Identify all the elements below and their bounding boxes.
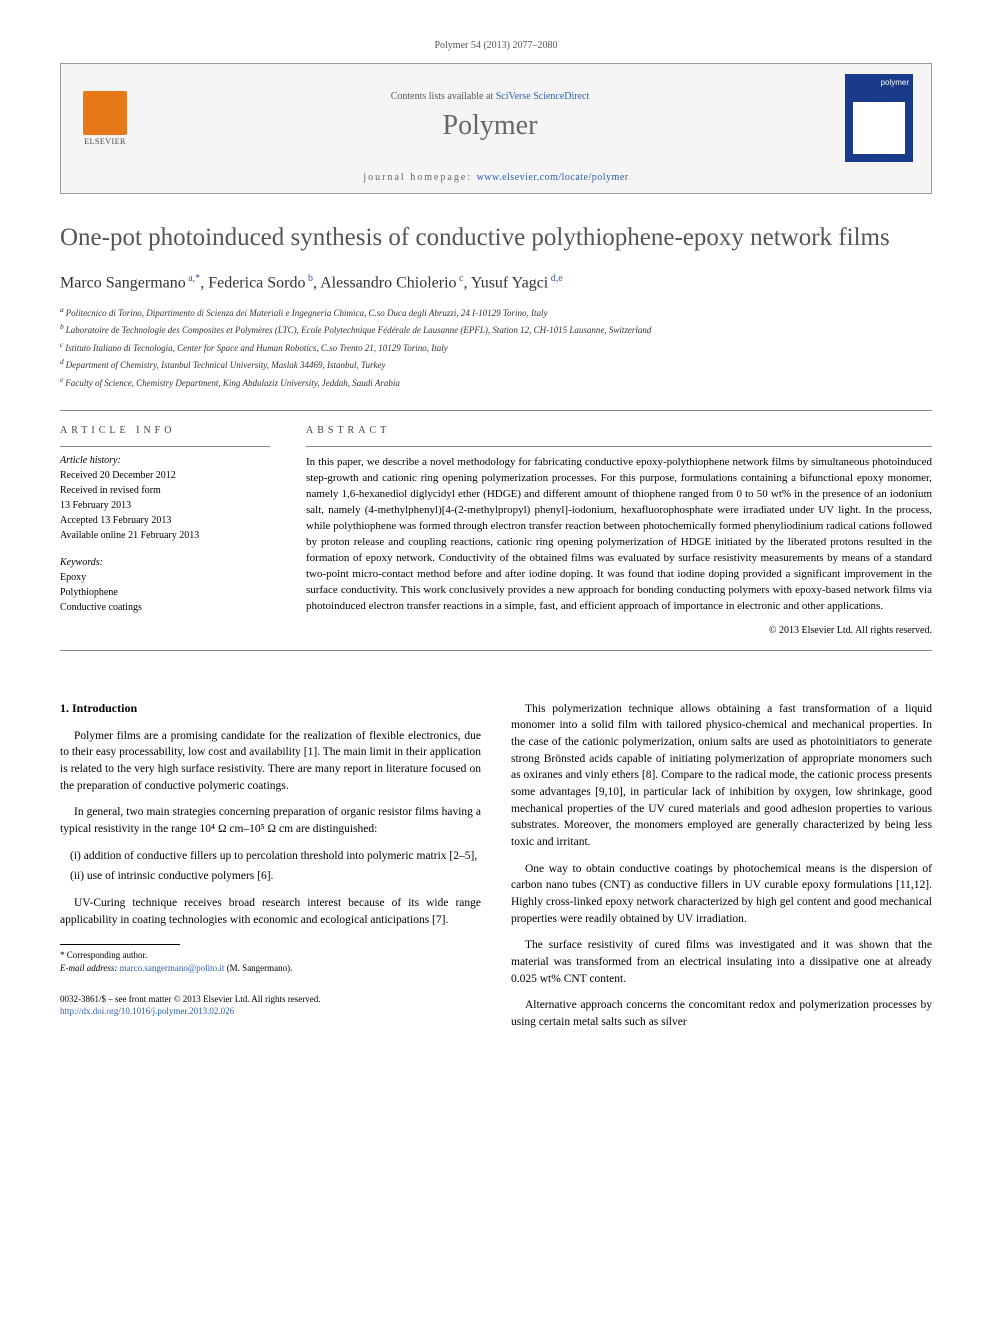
- contents-prefix: Contents lists available at: [391, 91, 496, 102]
- affiliation-line: d Department of Chemistry, Istanbul Tech…: [60, 356, 932, 373]
- author-affil-sup: d,e: [548, 273, 562, 284]
- journal-homepage-link[interactable]: www.elsevier.com/locate/polymer: [477, 172, 629, 183]
- divider: [60, 650, 932, 651]
- author-affil-sup: a,*: [186, 273, 200, 284]
- journal-reference: Polymer 54 (2013) 2077–2080: [60, 40, 932, 51]
- intro-para-1: Polymer films are a promising candidate …: [60, 728, 481, 795]
- left-column: 1. Introduction Polymer films are a prom…: [60, 701, 481, 1041]
- email-suffix: (M. Sangermano).: [224, 963, 292, 973]
- email-label: E-mail address:: [60, 963, 120, 973]
- corresponding-label: * Corresponding author.: [60, 949, 481, 962]
- col2-para-1: This polymerization technique allows obt…: [511, 701, 932, 851]
- history-item: Received 20 December 2012: [60, 468, 270, 483]
- history-item: 13 February 2013: [60, 498, 270, 513]
- history-item: Accepted 13 February 2013: [60, 513, 270, 528]
- col2-para-3: The surface resistivity of cured films w…: [511, 937, 932, 987]
- affiliation-line: c Istituto Italiano di Tecnologia, Cente…: [60, 339, 932, 356]
- page-footer: 0032-3861/$ – see front matter © 2013 El…: [60, 993, 481, 1018]
- abstract-copyright: © 2013 Elsevier Ltd. All rights reserved…: [306, 625, 932, 636]
- article-info-label: ARTICLE INFO: [60, 425, 270, 436]
- right-column: This polymerization technique allows obt…: [511, 701, 932, 1041]
- elsevier-label: ELSEVIER: [84, 137, 126, 146]
- authors-line: Marco Sangermano a,*, Federica Sordo b, …: [60, 273, 932, 292]
- intro-para-3: UV-Curing technique receives broad resea…: [60, 895, 481, 928]
- affiliation-line: e Faculty of Science, Chemistry Departme…: [60, 374, 932, 391]
- elsevier-logo[interactable]: ELSEVIER: [75, 84, 135, 152]
- journal-cover-thumbnail[interactable]: [845, 74, 913, 162]
- author-name: Yusuf Yagci: [471, 274, 548, 291]
- col2-para-2: One way to obtain conductive coatings by…: [511, 861, 932, 928]
- keyword-item: Epoxy: [60, 570, 270, 585]
- keywords-label: Keywords:: [60, 557, 270, 568]
- affiliations-block: a Politecnico di Torino, Dipartimento di…: [60, 304, 932, 391]
- abstract-block: ABSTRACT In this paper, we describe a no…: [306, 425, 932, 635]
- history-item: Received in revised form: [60, 483, 270, 498]
- keyword-item: Polythiophene: [60, 585, 270, 600]
- intro-para-2: In general, two main strategies concerni…: [60, 804, 481, 837]
- history-item: Available online 21 February 2013: [60, 528, 270, 543]
- author-name: Marco Sangermano: [60, 274, 186, 291]
- elsevier-tree-icon: [83, 91, 127, 135]
- footnote-divider: [60, 944, 180, 945]
- doi-link[interactable]: http://dx.doi.org/10.1016/j.polymer.2013…: [60, 1006, 234, 1016]
- abstract-text: In this paper, we describe a novel metho…: [306, 455, 932, 614]
- author-affil-sup: b: [306, 273, 314, 284]
- section-1-heading: 1. Introduction: [60, 701, 481, 716]
- corresponding-email-link[interactable]: marco.sangermano@polito.it: [120, 963, 225, 973]
- intro-list-item-2: (ii) use of intrinsic conductive polymer…: [60, 868, 481, 885]
- article-info-sidebar: ARTICLE INFO Article history: Received 2…: [60, 425, 270, 635]
- article-title: One-pot photoinduced synthesis of conduc…: [60, 222, 932, 255]
- keyword-item: Conductive coatings: [60, 600, 270, 615]
- affiliation-line: b Laboratoire de Technologie des Composi…: [60, 321, 932, 338]
- journal-homepage-line: journal homepage: www.elsevier.com/locat…: [61, 166, 931, 193]
- journal-name: Polymer: [135, 110, 845, 142]
- contents-available-line: Contents lists available at SciVerse Sci…: [135, 91, 845, 102]
- affiliation-line: a Politecnico di Torino, Dipartimento di…: [60, 304, 932, 321]
- homepage-prefix: journal homepage:: [363, 172, 476, 183]
- author-affil-sup: c: [457, 273, 464, 284]
- footer-front-matter: 0032-3861/$ – see front matter © 2013 El…: [60, 993, 481, 1006]
- history-label: Article history:: [60, 455, 270, 466]
- divider: [60, 410, 932, 411]
- abstract-label: ABSTRACT: [306, 425, 932, 436]
- col2-para-4: Alternative approach concerns the concom…: [511, 997, 932, 1030]
- sciencedirect-link[interactable]: SciVerse ScienceDirect: [496, 91, 590, 102]
- journal-header-box: ELSEVIER Contents lists available at Sci…: [60, 63, 932, 194]
- intro-list-item-1: (i) addition of conductive fillers up to…: [60, 848, 481, 865]
- corresponding-author-note: * Corresponding author. E-mail address: …: [60, 949, 481, 974]
- author-name: Alessandro Chiolerio: [320, 274, 456, 291]
- author-name: Federica Sordo: [208, 274, 305, 291]
